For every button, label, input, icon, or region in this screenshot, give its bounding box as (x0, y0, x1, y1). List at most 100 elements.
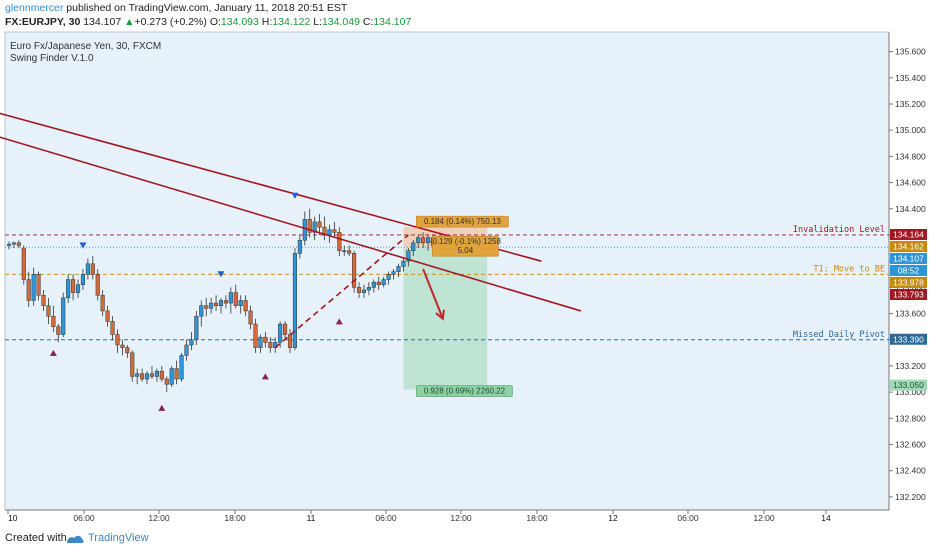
candle-body[interactable] (46, 305, 51, 317)
candle-body[interactable] (11, 242, 16, 245)
candle-body[interactable] (199, 305, 204, 317)
candle-body[interactable] (26, 279, 31, 301)
candle-body[interactable] (307, 219, 312, 233)
candle-body[interactable] (6, 243, 12, 246)
candle-body[interactable] (174, 368, 179, 380)
candle-body[interactable] (347, 250, 352, 254)
candle-body[interactable] (297, 239, 302, 254)
candle-body[interactable] (80, 274, 86, 286)
price-tag-label: 133.978 (893, 277, 924, 287)
candle-body[interactable] (130, 352, 135, 377)
candle-body[interactable] (342, 250, 347, 252)
candle-body[interactable] (56, 326, 61, 335)
candle-body[interactable] (16, 242, 21, 246)
candle-body[interactable] (140, 373, 145, 380)
candle-body[interactable] (396, 266, 401, 272)
forecast-arrow-line[interactable] (422, 268, 444, 320)
open-value: 134.093 (220, 16, 259, 28)
candle-body[interactable] (204, 305, 209, 309)
candle-body[interactable] (421, 237, 426, 244)
candle-body[interactable] (312, 221, 317, 233)
candle-body[interactable] (164, 378, 169, 385)
candle-body[interactable] (71, 279, 76, 293)
candle-body[interactable] (218, 300, 224, 306)
candle-body[interactable] (144, 373, 150, 380)
target-zone[interactable] (403, 247, 488, 390)
candle-body[interactable] (356, 287, 362, 293)
candle-body[interactable] (376, 281, 381, 286)
candle-body[interactable] (361, 289, 367, 293)
legend-indicator[interactable]: Swing Finder V.1.0 (10, 53, 94, 64)
candle-body[interactable] (337, 232, 342, 251)
candle-body[interactable] (406, 250, 411, 262)
username-link[interactable]: glennmercer (5, 2, 64, 14)
candle-body[interactable] (258, 336, 263, 348)
level-label: Missed Daily Pivot (793, 330, 885, 340)
candle-body[interactable] (416, 237, 421, 244)
candle-body[interactable] (31, 274, 36, 301)
candle-body[interactable] (243, 300, 248, 312)
candle-body[interactable] (85, 263, 90, 275)
candle-body[interactable] (184, 344, 189, 356)
candle-body[interactable] (125, 347, 130, 354)
candle-body[interactable] (159, 370, 164, 380)
candle-body[interactable] (352, 253, 357, 288)
tradingview-brand[interactable]: TradingView (88, 532, 149, 544)
candle-body[interactable] (149, 373, 155, 377)
candle-body[interactable] (327, 229, 332, 236)
candle-body[interactable] (51, 315, 56, 327)
candle-body[interactable] (154, 370, 159, 377)
candle-body[interactable] (391, 271, 396, 275)
candle-body[interactable] (292, 253, 297, 348)
candle-body[interactable] (366, 287, 371, 291)
candle-body[interactable] (253, 323, 258, 348)
candle-body[interactable] (302, 219, 307, 241)
candle-body[interactable] (371, 281, 376, 288)
trendline[interactable] (0, 135, 582, 312)
candle-body[interactable] (179, 355, 184, 380)
candle-body[interactable] (317, 221, 322, 228)
candle-body[interactable] (135, 373, 140, 377)
candle-body[interactable] (110, 321, 115, 335)
candle-body[interactable] (36, 274, 41, 296)
candle-body[interactable] (386, 274, 391, 280)
candle-body[interactable] (248, 310, 253, 325)
candle-body[interactable] (214, 302, 219, 306)
candle-body[interactable] (287, 334, 293, 348)
candle-body[interactable] (228, 292, 233, 304)
candle-body[interactable] (95, 274, 100, 296)
candle-body[interactable] (66, 279, 71, 299)
candle-body[interactable] (278, 323, 283, 343)
candle-body[interactable] (75, 284, 81, 293)
candle-body[interactable] (41, 294, 46, 306)
candle-body[interactable] (115, 334, 120, 346)
candle-body[interactable] (233, 292, 238, 306)
candle-body[interactable] (223, 300, 228, 304)
low-label: L: (313, 16, 322, 28)
candle-body[interactable] (61, 297, 66, 335)
candle-body[interactable] (90, 263, 95, 275)
candle-body[interactable] (401, 260, 406, 267)
swing-high-marker-icon (79, 242, 87, 249)
candle-body[interactable] (100, 294, 105, 312)
candle-body[interactable] (21, 247, 26, 280)
candle-body[interactable] (332, 229, 337, 233)
created-with-text: Created with (5, 532, 67, 544)
candle-body[interactable] (268, 342, 273, 348)
dashed-trendline[interactable] (274, 234, 409, 349)
candle-body[interactable] (283, 323, 288, 335)
candle-body[interactable] (381, 279, 386, 286)
high-label: H: (261, 16, 273, 28)
candle-body[interactable] (209, 302, 214, 309)
candle-body[interactable] (411, 242, 416, 251)
price-chart[interactable]: 135.600 135.400 135.200 135.000 134.800 134.6… (0, 30, 932, 528)
candle-body[interactable] (105, 310, 110, 322)
candle-body[interactable] (189, 339, 194, 346)
y-tick-label: 133.600 (895, 309, 926, 319)
candle-body[interactable] (194, 315, 199, 341)
candle-body[interactable] (263, 336, 268, 343)
candle-body[interactable] (120, 344, 125, 348)
candle-body[interactable] (426, 237, 431, 244)
candle-body[interactable] (169, 368, 174, 385)
candle-body[interactable] (238, 300, 243, 306)
